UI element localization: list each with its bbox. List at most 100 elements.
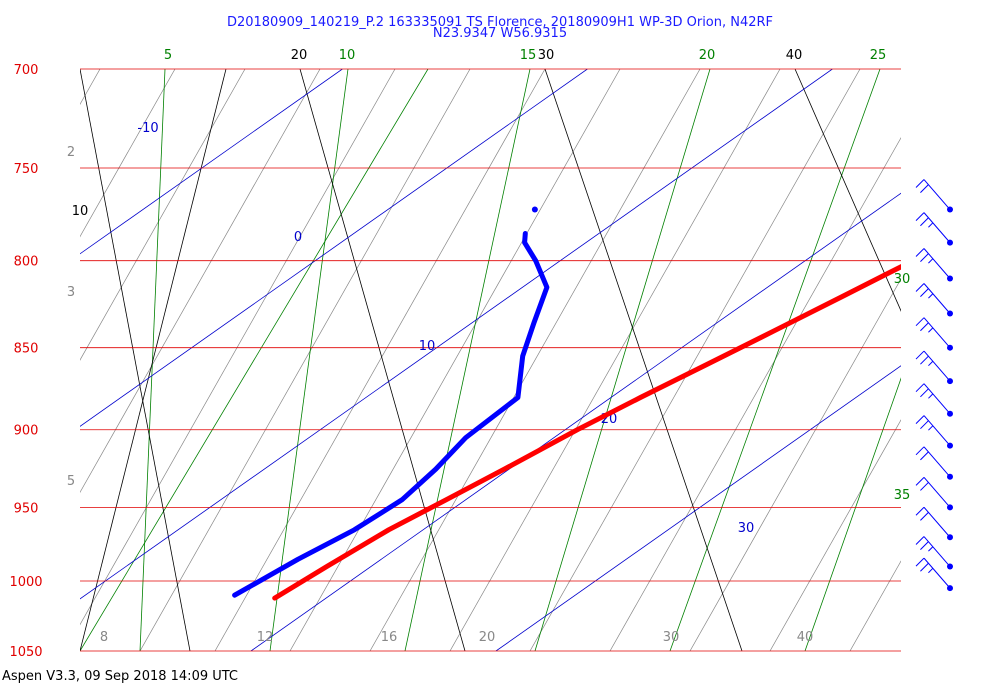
wind-barb-staff: [923, 477, 951, 508]
wind-barb-staff: [923, 248, 951, 279]
pressure-tick-label: 1050: [9, 645, 42, 660]
wind-barb-staff: [923, 536, 951, 567]
mixing-ratio-line: [269, 69, 349, 651]
moist-adiabat-label: 40: [797, 630, 814, 645]
wind-barb-staff: [923, 415, 951, 446]
moist-adiabat-label: 16: [381, 630, 398, 645]
wind-barb: [915, 350, 953, 385]
wind-barb-flag-full: [915, 317, 925, 327]
dry-adiabat-line: [299, 69, 466, 651]
wind-barb-flag-full: [915, 506, 925, 516]
moist-adiabat-line: [80, 69, 246, 361]
wind-barb-staff: [923, 506, 951, 538]
wind-barb-flag-full: [915, 557, 925, 567]
wind-barb-flag-full: [915, 248, 925, 257]
wind-barb: [915, 248, 953, 282]
dry-adiabat-line: [80, 69, 191, 651]
pressure-tick-label: 950: [14, 501, 39, 516]
temperature-profile-line: [272, 263, 901, 601]
wind-barb-flag-full: [915, 476, 925, 486]
footer-info: Aspen V3.3, 09 Sep 2018 14:09 UTC: [2, 669, 239, 684]
wind-barb-flag-full: [920, 322, 929, 332]
moist-adiabat-label: 12: [257, 630, 274, 645]
mixing-ratio-label: 5: [164, 48, 172, 63]
pressure-tick-label: 700: [14, 63, 39, 78]
mixing-ratio-label: 30: [894, 272, 911, 287]
wind-barb-flag-full: [915, 383, 925, 393]
wind-barb-flag-full: [920, 511, 929, 521]
wind-barb-flag-full: [920, 420, 929, 430]
wind-barb-staff: [923, 283, 951, 314]
mixing-ratio-label: 35: [894, 488, 911, 503]
dry-adiabat-line: [544, 69, 743, 651]
wind-barb-flag-full: [920, 388, 929, 398]
wind-barb-flag-full: [920, 288, 929, 297]
wind-barb: [915, 283, 953, 317]
wind-barb: [915, 415, 953, 449]
wind-barb-flag-half: [928, 393, 934, 399]
moist-adiabat-line: [80, 69, 101, 105]
wind-barb: [915, 179, 953, 213]
moist-adiabat-line: [369, 69, 701, 651]
sounding-profiles: [232, 206, 901, 601]
mixing-ratio-label: 20: [699, 48, 716, 63]
mixing-ratio-line: [80, 69, 429, 651]
pressure-tick-label: 850: [14, 342, 39, 357]
mixing-ratio-line: [669, 69, 881, 651]
wind-barb: [915, 446, 953, 480]
wind-barb-flag-half: [928, 222, 934, 228]
wind-barb-flag-full: [915, 179, 925, 188]
wind-barb-flag-full: [920, 451, 929, 461]
wind-barb: [915, 536, 953, 570]
wind-barb-flag-full: [915, 415, 925, 424]
mixing-ratio-line: [404, 69, 531, 651]
wind-barb-flag-full: [915, 536, 925, 545]
wind-barb-flag-full: [920, 253, 929, 262]
dry-adiabat-line: [80, 69, 227, 651]
mixing-ratio-line: [534, 69, 711, 651]
wind-barb-flag-half: [928, 546, 934, 552]
moist-adiabat-line: [529, 69, 861, 651]
wind-barb-flag-half: [928, 425, 934, 431]
moist-adiabat-line: [80, 69, 396, 626]
isotherm-label: -10: [137, 121, 158, 136]
moist-adiabat-line: [769, 419, 901, 651]
wind-barb: [915, 212, 953, 246]
moist-adiabat-line: [139, 69, 471, 651]
wind-barb: [915, 383, 953, 417]
mixing-ratio-label: 10: [339, 48, 356, 63]
wind-barb-flag-full: [915, 350, 925, 360]
mixing-ratio-line: [139, 69, 166, 651]
wind-barb-flag-half: [928, 327, 934, 333]
isotherm-line: [80, 69, 588, 427]
isotherm-label: 30: [738, 521, 755, 536]
wind-barb-flag-half: [928, 293, 934, 299]
moist-adiabat-line: [449, 69, 781, 651]
wind-barb: [915, 557, 953, 592]
pressure-tick-label: 1000: [9, 575, 42, 590]
chart-subtitle: N23.9347 W56.9315: [432, 26, 568, 41]
dry-adiabat-label: 10: [72, 204, 89, 219]
isobar-lines: [80, 68, 901, 652]
wind-barb-flag-full: [920, 355, 929, 365]
moist-adiabat-line: [0, 69, 30, 651]
mixing-ratio-label: 15: [520, 48, 537, 63]
wind-barb-flag-half: [928, 258, 934, 264]
pressure-tick-label: 800: [14, 255, 39, 270]
wind-barb-flag-full: [915, 283, 925, 292]
dry-adiabat-line: [794, 69, 901, 312]
pressure-tick-label: 900: [14, 424, 39, 439]
isotherm-line: [250, 192, 901, 651]
moist-adiabat-label: 30: [663, 630, 680, 645]
wind-barb: [915, 506, 953, 541]
moist-adiabat-line: [214, 69, 546, 651]
isotherm-line: [80, 69, 833, 600]
wind-barb-flag-half: [928, 360, 934, 367]
dewpoint-profile-line: [232, 231, 550, 598]
dry-adiabat-label: 30: [538, 48, 555, 63]
dry-adiabat-label: 20: [291, 48, 308, 63]
background-lines: [0, 69, 901, 651]
wind-barb-staff: [923, 557, 951, 589]
isotherm-line: [80, 69, 343, 255]
